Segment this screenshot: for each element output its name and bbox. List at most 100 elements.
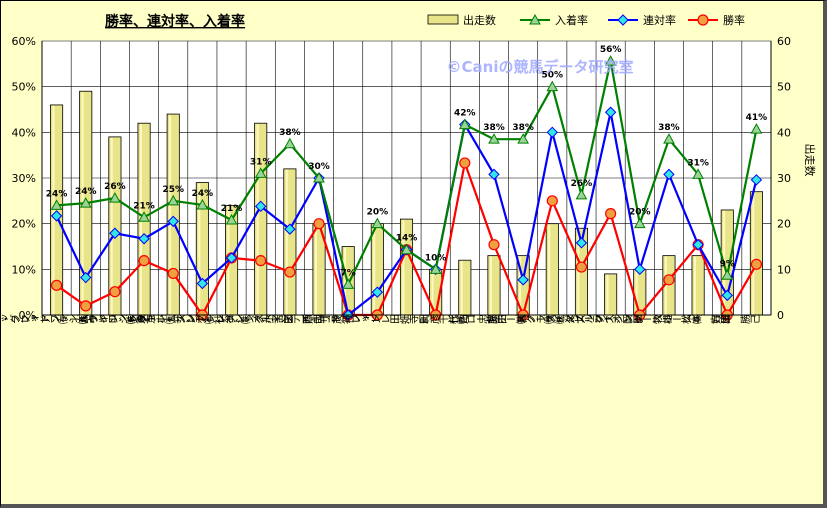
right-tick-label: 30 — [777, 172, 791, 185]
x-tick-label: ㈲キャロットファーム — [77, 315, 177, 327]
bar — [370, 223, 384, 316]
bar — [458, 259, 472, 316]
data-label: 56% — [600, 45, 622, 55]
right-tick-label: 60 — [777, 35, 791, 48]
watermark: ©Caniの競馬データ研究室 — [447, 58, 634, 76]
diamond-marker — [721, 289, 733, 302]
triangle-marker — [371, 217, 384, 229]
data-label: 20% — [629, 208, 651, 218]
diamond-marker — [546, 126, 559, 139]
triangle-marker — [721, 269, 734, 280]
circle-marker — [50, 279, 63, 291]
x-tick-label: ㈱ダノックス — [554, 315, 614, 327]
triangle-marker — [138, 211, 150, 222]
diamond-marker — [254, 200, 267, 213]
left-tick-label: 10% — [12, 263, 36, 276]
legend: 出走数 入着率 連対率 勝率 — [427, 13, 745, 27]
diamond-marker — [371, 286, 384, 298]
circle-marker — [575, 261, 588, 273]
left-tick-label: 30% — [12, 172, 36, 185]
triangle-marker — [633, 217, 646, 229]
diamond-marker — [692, 238, 704, 251]
data-label: 38% — [483, 123, 505, 133]
data-label: 26% — [104, 182, 126, 192]
x-tick-label: ㈲シルクレーシング — [58, 315, 148, 327]
x-tick-label: 松本 好雄 — [680, 315, 732, 327]
bar — [545, 223, 559, 316]
x-tick-label: ㈱ウイン — [79, 315, 119, 327]
triangle-marker — [196, 198, 209, 210]
x-tick-label: ㈱Ｇ１レーシング — [126, 315, 206, 327]
data-label: 25% — [162, 185, 184, 195]
diamond-marker — [167, 215, 179, 228]
x-tick-label: ㈱ノースヒルズ — [515, 315, 585, 327]
data-label: 42% — [454, 109, 476, 119]
x-tick-label: 田畑 利彦 — [390, 315, 441, 327]
x-tick-label: ゴドルフィン — [320, 315, 381, 327]
circle-marker — [255, 255, 267, 267]
triangle-marker — [313, 171, 325, 183]
triangle-marker — [167, 194, 180, 206]
data-label: 21% — [133, 201, 155, 211]
x-tick-label: 西山 茂行 — [302, 315, 353, 327]
diamond-marker — [196, 277, 209, 290]
circle-marker — [605, 208, 617, 220]
legend-label: 入着率 — [555, 13, 588, 27]
triangle-marker — [254, 167, 267, 178]
diamond-marker — [225, 252, 238, 264]
triangle-marker — [458, 118, 471, 130]
x-tick-label: 吉田 照哉 — [273, 315, 323, 327]
x-tick-label: 寺田 千代乃 — [409, 315, 470, 327]
circle-marker — [750, 258, 763, 270]
triangle-marker — [663, 133, 675, 144]
triangle-marker — [546, 80, 559, 92]
diamond-marker — [109, 227, 121, 239]
x-tick-label: ㈱ロードホースクラブ — [456, 315, 556, 327]
circle-marker — [80, 300, 92, 312]
data-label: 38% — [279, 128, 301, 138]
diamond-marker — [750, 174, 763, 186]
triangle-marker — [692, 168, 704, 179]
x-tick-label: ㈲ビッグレッドファーム — [0, 315, 90, 327]
triangle-marker — [429, 263, 442, 274]
left-tick-label: 50% — [12, 81, 36, 94]
data-label: 24% — [46, 189, 68, 199]
diamond-marker — [575, 237, 588, 249]
triangle-marker — [488, 133, 500, 144]
data-label: 38% — [512, 123, 534, 133]
legend-label: 連対率 — [643, 13, 676, 27]
x-tick-label: 吉田 勝己 — [710, 315, 760, 327]
circle-marker — [109, 286, 121, 298]
x-tick-label: ㈱サラブレッドクラブ・ラフィアン — [0, 315, 61, 327]
axes: 0% 10% 20% 30% 40% 50% 60% 0 10 20 30 40 50 60 出走数㈱サラブ… — [0, 35, 817, 327]
data-label: 10% — [425, 253, 447, 263]
data-label: 21% — [221, 204, 243, 214]
diamond-marker — [50, 210, 63, 222]
left-tick-label: 60% — [12, 35, 36, 48]
data-labels: 24% 24% 26% 21% 25% 24% 21% 31% 38% 30% 7% 20% 14% 10… — [46, 45, 767, 278]
triangle-marker — [529, 13, 541, 25]
triangle-marker — [109, 192, 121, 203]
data-label: 24% — [192, 189, 214, 199]
diamond-marker — [80, 271, 92, 284]
diamond-marker — [517, 274, 529, 286]
bar — [691, 255, 705, 316]
data-label: 26% — [571, 179, 593, 189]
circle-marker — [663, 274, 675, 286]
data-label: 9% — [720, 259, 735, 269]
data-label: 50% — [542, 71, 564, 81]
triangle-marker — [575, 188, 588, 200]
triangle-marker — [79, 197, 92, 208]
x-tick-label: ㈲社台レースホース — [204, 315, 294, 327]
circle-marker — [459, 157, 471, 169]
diamond-marker — [488, 168, 500, 181]
diamond-marker — [617, 14, 629, 26]
diamond-marker — [284, 223, 296, 235]
diamond-marker — [138, 233, 150, 245]
x-tick-label: ㈱東京ホースレーシング — [125, 315, 235, 327]
chart-title: 勝率、連対率、入着率 — [105, 13, 245, 30]
triangle-marker — [517, 133, 529, 144]
circle-marker — [284, 266, 296, 278]
legend-label: 出走数 — [463, 13, 496, 27]
